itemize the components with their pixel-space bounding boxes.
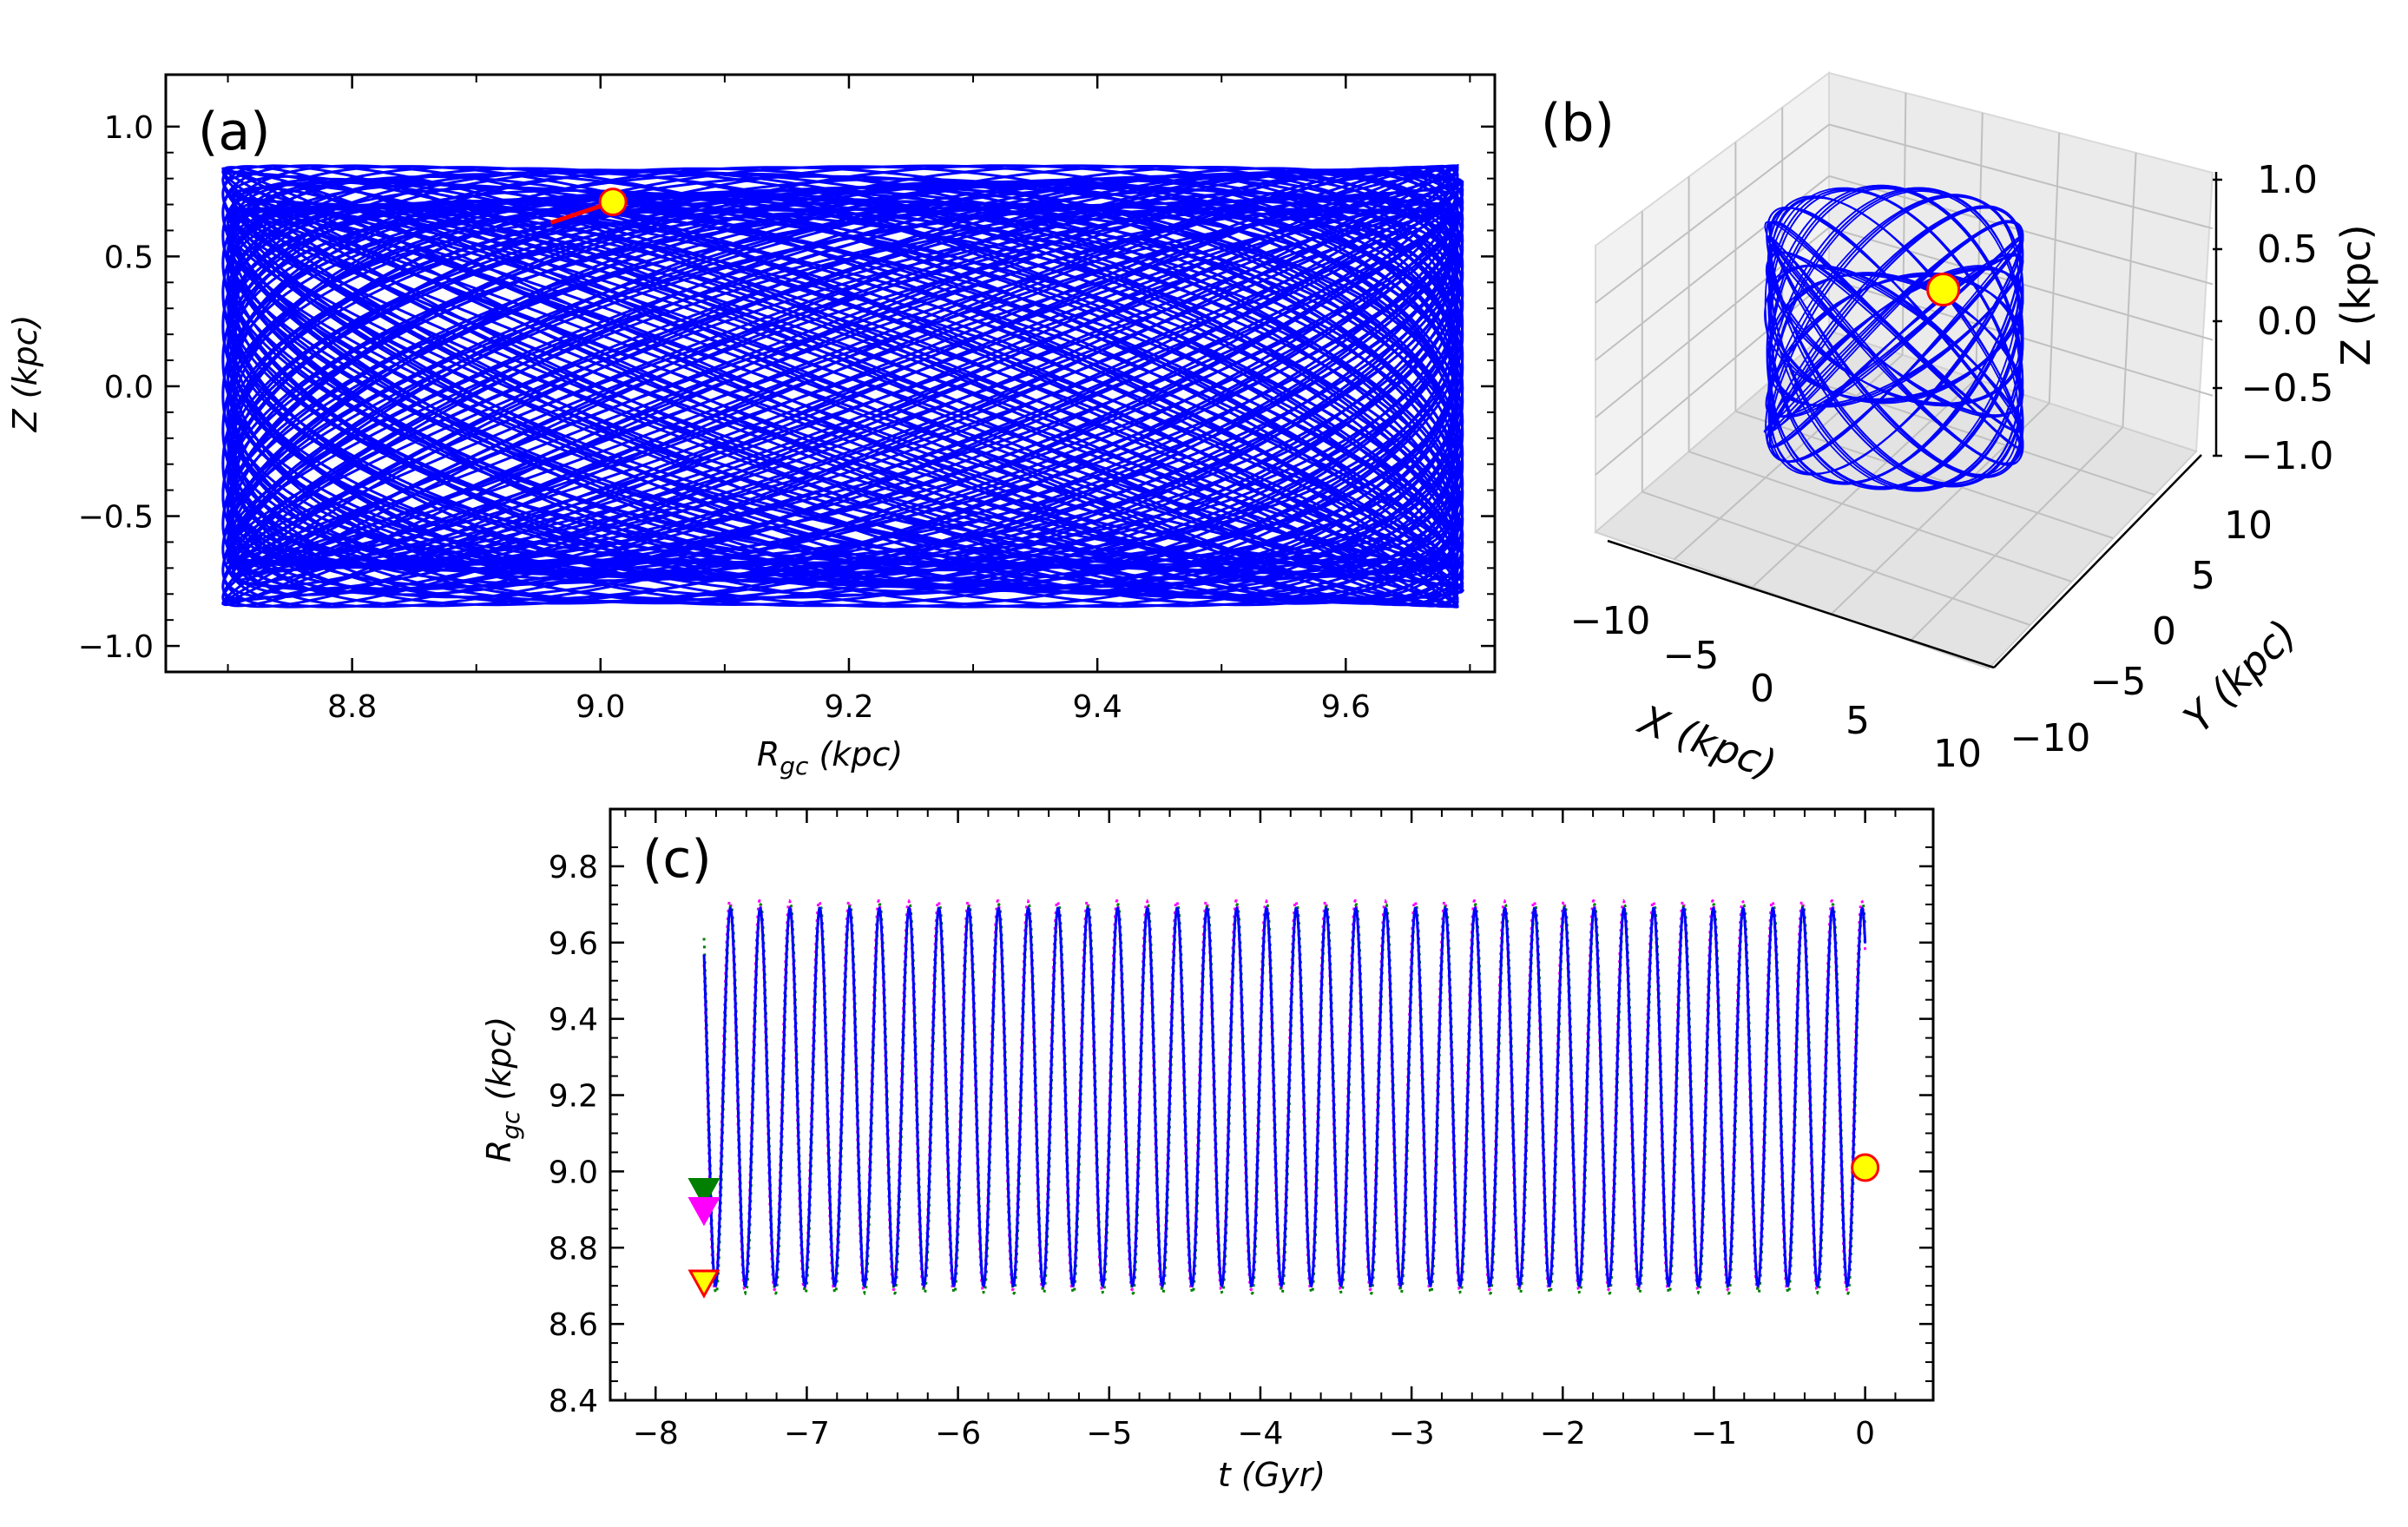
panel-b-xaxis — [1607, 539, 1995, 669]
panel-a-xtick-label-4: 9.6 — [1321, 689, 1371, 725]
panel-b-orbit-trace-2 — [1763, 184, 2024, 490]
panel-c-xtick-label-3: −5 — [1086, 1416, 1132, 1451]
panel-c-triangle-marker-1 — [688, 1197, 720, 1227]
panel-a-frame — [164, 73, 1497, 674]
panel-b-grid-line — [1909, 426, 2124, 642]
panel-c-ytick-label-6: 9.6 — [549, 926, 598, 962]
panel-a-position-marker — [598, 188, 628, 217]
panel-a-orbit-lines — [221, 163, 1465, 609]
panel-c-xlabel: t (Gyr) — [1218, 1456, 1326, 1494]
panel-c-letter: (c) — [642, 829, 712, 890]
panel-c-ticks: −8 −7 −6 −5 −4 −3 −2 −1 0 8.4 8.6 8.8 9.0 9.2 9.4 9.6 9.… — [549, 809, 1933, 1451]
panel-b-zlabel: Z (kpc) — [2332, 224, 2379, 365]
panel-b-grid-line — [1752, 378, 1977, 588]
panel-b-grid-line — [2048, 132, 2061, 404]
panel-a-xtick-label-0: 8.8 — [327, 689, 377, 725]
panel-c-orbit-curve — [702, 905, 1867, 1288]
panel-a: 8.8 9.0 9.2 9.4 9.6 −1.0 −0.5 0.0 0.5 1.0 (a) Rgc… — [6, 73, 1497, 780]
panel-b-letter: (b) — [1541, 93, 1615, 154]
panel-b-orbit-lines — [1763, 184, 2024, 492]
panel-a-letter: (a) — [198, 102, 271, 162]
panel-b-current-position — [1926, 273, 1961, 307]
panel-b-xtick-label-0: −10 — [1570, 599, 1651, 643]
panel-b-ztick-label-1: −0.5 — [2241, 366, 2334, 411]
panel-a-xtick-label-1: 9.0 — [576, 689, 625, 725]
panel-b-ytick-label-1: −5 — [2090, 660, 2147, 704]
panel-c-ytick-label-7: 9.8 — [549, 850, 598, 885]
panel-b-ytick-label-2: 0 — [2152, 609, 2176, 654]
panel-b-ztick-label-2: 0.0 — [2257, 299, 2318, 344]
panel-a-ytick-label-1: −0.5 — [78, 500, 154, 536]
panel-b-grid-line — [1595, 123, 1830, 304]
panel-c-xtick-label-7: −1 — [1691, 1416, 1737, 1451]
panel-c-orbit-lines — [702, 898, 1867, 1296]
panel-c-frame — [609, 807, 1935, 1402]
panel-c-ytick-label-3: 9.0 — [549, 1155, 598, 1190]
panel-a-ylabel: Z (kpc) — [6, 315, 44, 433]
panel-c-xtick-label-4: −4 — [1237, 1416, 1283, 1451]
panel-b-ztick-label-3: 0.5 — [2257, 227, 2318, 272]
panel-b-grid-line — [1828, 123, 2214, 230]
panel-b-ztick-label-4: 1.0 — [2257, 158, 2318, 202]
panel-c-triangle-marker-2 — [688, 1269, 720, 1299]
panel-b-grid-line — [2122, 152, 2137, 428]
panel-a-current-position — [549, 188, 628, 225]
panel-b-grid-line — [1828, 227, 2214, 341]
panel-b-grid-line — [1688, 451, 2072, 582]
panel-c-xtick-label-6: −2 — [1540, 1416, 1586, 1451]
panel-c: −8 −7 −6 −5 −4 −3 −2 −1 0 8.4 8.6 8.8 9.0 9.2 9.4 9.6 9.… — [480, 807, 1935, 1494]
panel-b-position-marker — [1926, 273, 1961, 307]
panel-c-xtick-label-5: −3 — [1389, 1416, 1435, 1451]
panel-a-xtick-label-3: 9.4 — [1072, 689, 1122, 725]
panel-b-yaxis — [1993, 454, 2202, 668]
panel-a-ytick-label-2: 0.0 — [104, 370, 154, 405]
panel-c-ylabel: Rgc (kpc) — [480, 1017, 525, 1162]
panel-c-xtick-label-8: 0 — [1855, 1416, 1875, 1451]
panel-c-xtick-label-2: −6 — [935, 1416, 981, 1451]
panel-b-xtick-label-1: −5 — [1663, 634, 1720, 678]
panel-c-ytick-label-5: 9.4 — [549, 1003, 598, 1038]
panel-c-position-marker — [1851, 1153, 1880, 1182]
panel-b-ytick-label-4: 10 — [2224, 504, 2273, 548]
panel-b-ytick-label-3: 5 — [2191, 554, 2215, 598]
panel-a-xlabel: Rgc (kpc) — [757, 735, 903, 780]
panel-b-ytick-label-0: −10 — [2010, 716, 2091, 760]
panel-b-ztick-label-0: −1.0 — [2241, 434, 2334, 478]
panel-c-ytick-label-0: 8.4 — [549, 1384, 598, 1419]
panel-c-xtick-label-0: −8 — [633, 1416, 679, 1451]
panel-b-xtick-label-4: 10 — [1933, 732, 1982, 776]
panel-b-ylabel: Y (kpc) — [2174, 610, 2306, 741]
panel-a-ytick-label-4: 1.0 — [104, 110, 154, 146]
panel-c-markers — [688, 1153, 1880, 1299]
panel-a-ytick-label-0: −1.0 — [78, 629, 154, 665]
panel-b-grid-line — [1901, 92, 1907, 355]
panel-c-ytick-label-1: 8.6 — [549, 1307, 598, 1343]
panel-a-xtick-label-2: 9.2 — [824, 689, 873, 725]
panel-c-xtick-label-1: −7 — [784, 1416, 830, 1451]
panel-b-xtick-label-3: 5 — [1845, 699, 1870, 743]
panel-c-triangle-marker-0 — [688, 1178, 720, 1208]
panel-a-ytick-label-3: 0.5 — [104, 240, 154, 275]
panel-c-ytick-label-2: 8.8 — [549, 1231, 598, 1267]
panel-b-grid-line — [1642, 490, 2031, 626]
panel-c-ytick-label-4: 9.2 — [549, 1079, 598, 1115]
panel-a-orbit-trace-3 — [221, 164, 1455, 609]
panel-b-xtick-label-2: 0 — [1750, 667, 1774, 711]
panel-a-ticks: 8.8 9.0 9.2 9.4 9.6 −1.0 −0.5 0.0 0.5 1.0 — [78, 75, 1495, 725]
